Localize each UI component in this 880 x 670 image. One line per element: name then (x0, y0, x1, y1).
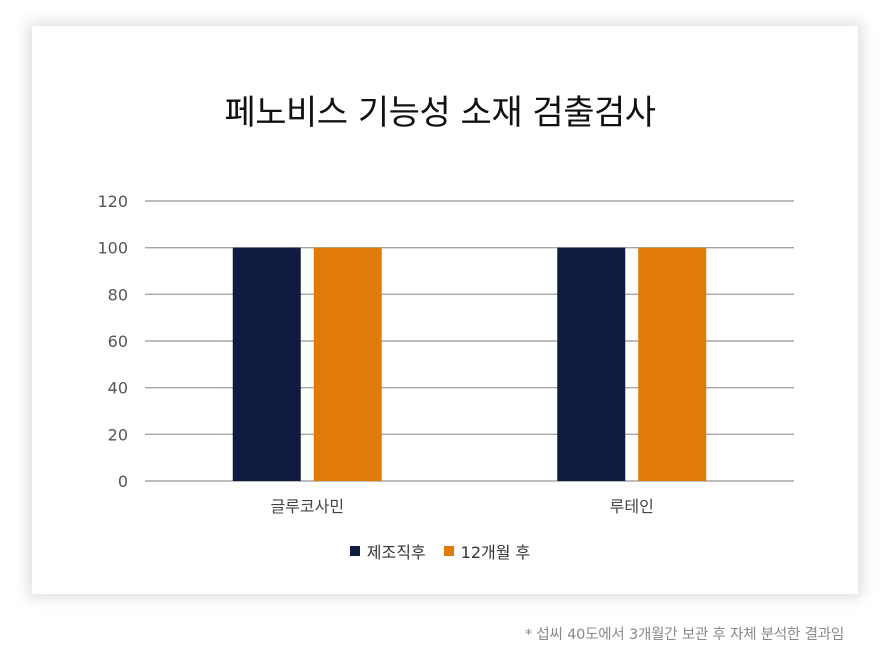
legend-item-series-2: 12개월 후 (443, 539, 531, 563)
y-tick-label: 20 (108, 425, 128, 444)
y-tick-label: 100 (97, 239, 128, 258)
bar-2-1 (313, 247, 382, 481)
y-tick-label: 80 (108, 285, 128, 304)
chart-legend: 제조직후 12개월 후 (0, 539, 880, 563)
legend-swatch-series-1 (349, 546, 360, 556)
legend-item-series-1: 제조직후 (349, 539, 426, 563)
footnote: * 섭씨 40도에서 3개월간 보관 후 자체 분석한 결과임 (524, 627, 844, 643)
y-tick-label: 0 (118, 472, 128, 491)
bar-1-1 (232, 247, 301, 481)
x-tick-label: 글루코사민 (270, 497, 344, 516)
bar-2-2 (638, 247, 707, 481)
y-tick-label: 40 (108, 379, 128, 398)
legend-label-series-1: 제조직후 (366, 543, 426, 562)
bar-1-2 (557, 247, 626, 481)
legend-swatch-series-2 (443, 546, 454, 556)
y-tick-label: 60 (108, 332, 128, 351)
x-tick-label: 루테인 (610, 497, 654, 516)
legend-label-series-2: 12개월 후 (460, 543, 531, 562)
chart-title: 페노비스 기능성 소재 검출검사 (224, 93, 656, 133)
chart-card (32, 26, 858, 594)
y-tick-label: 120 (97, 192, 128, 211)
